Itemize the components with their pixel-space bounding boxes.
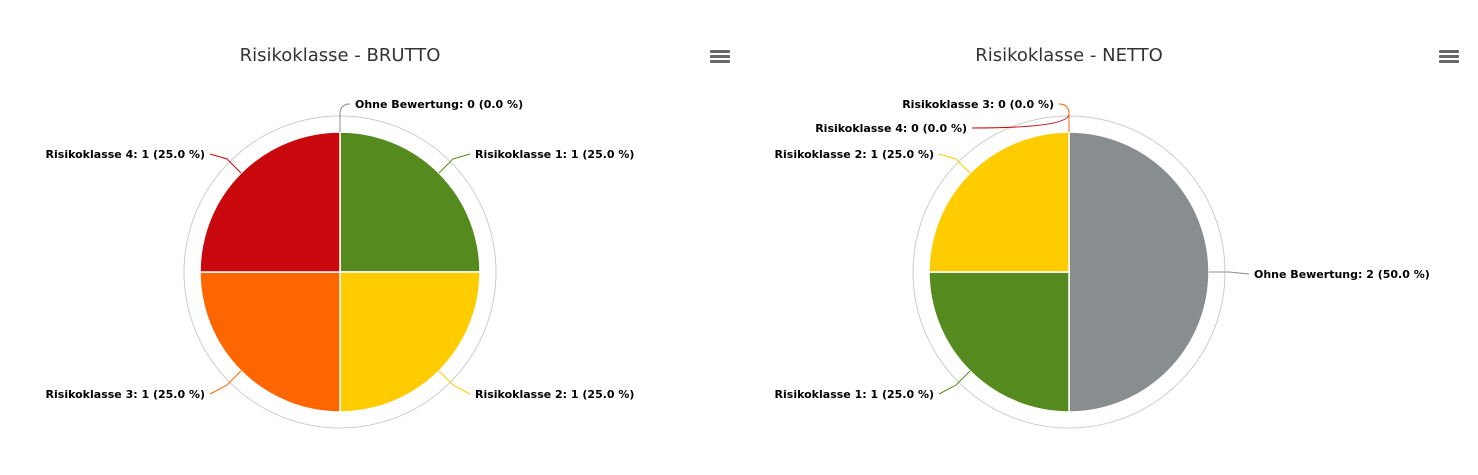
pie-slice-risikoklasse-4[interactable] <box>199 131 341 273</box>
data-label-risikoklasse-1: Risikoklasse 1: 1 (25.0 %) <box>475 148 634 161</box>
pie-slice-risikoklasse-1[interactable] <box>928 271 1070 413</box>
data-label-risikoklasse-2: Risikoklasse 2: 1 (25.0 %) <box>775 148 934 161</box>
chart-brutto: Risikoklasse - BRUTTO Risikoklasse 1: 1 … <box>46 45 730 429</box>
connector-risikoklasse-3 <box>1058 103 1070 132</box>
hamburger-bar <box>1439 60 1459 63</box>
connector-risikoklasse-1 <box>438 153 471 174</box>
connector-risikoklasse-4 <box>209 153 242 174</box>
hamburger-menu-icon <box>710 50 730 53</box>
pie-slice-ohne-bewertung[interactable] <box>1068 131 1210 413</box>
chart-title: Risikoklasse - NETTO <box>975 45 1163 66</box>
chart-netto: Risikoklasse - NETTO Ohne Bewertung: 2 (… <box>729 0 1468 475</box>
chart-title: Risikoklasse - BRUTTO <box>240 45 441 66</box>
hamburger-bar <box>1439 55 1459 58</box>
data-label-risikoklasse-4: Risikoklasse 4: 1 (25.0 %) <box>46 148 205 161</box>
data-label-risikoklasse-4: Risikoklasse 4: 0 (0.0 %) <box>815 122 967 135</box>
pie-slice-risikoklasse-2[interactable] <box>339 271 481 413</box>
chart-netto-svg: Risikoklasse - NETTO Ohne Bewertung: 2 (… <box>775 45 1430 429</box>
pie-slices <box>199 131 481 413</box>
data-label-risikoklasse-3: Risikoklasse 3: 1 (25.0 %) <box>46 388 205 401</box>
data-labels: Ohne Bewertung: 2 (50.0 %) Risikoklasse 1… <box>775 98 1430 401</box>
connector-risikoklasse-1 <box>938 370 971 395</box>
connector-risikoklasse-2 <box>938 153 971 174</box>
connector-ohne-bewertung <box>1209 271 1250 275</box>
data-labels: Risikoklasse 1: 1 (25.0 %) Risikoklasse 2… <box>46 98 635 401</box>
data-label-risikoklasse-1: Risikoklasse 1: 1 (25.0 %) <box>775 388 934 401</box>
connector-risikoklasse-3 <box>209 370 242 395</box>
pie-slice-risikoklasse-1[interactable] <box>339 131 481 273</box>
hamburger-menu-icon <box>1439 50 1459 53</box>
label-connectors <box>938 103 1250 395</box>
pie-slice-risikoklasse-3[interactable] <box>199 271 341 413</box>
data-label-ohne-bewertung: Ohne Bewertung: 0 (0.0 %) <box>355 98 523 111</box>
chart-brutto-svg: Risikoklasse - BRUTTO Risikoklasse 1: 1 … <box>46 45 635 429</box>
hamburger-bar <box>710 55 730 58</box>
data-label-risikoklasse-2: Risikoklasse 2: 1 (25.0 %) <box>475 388 634 401</box>
pie-slice-risikoklasse-2[interactable] <box>928 131 1070 273</box>
connector-risikoklasse-2 <box>438 370 471 395</box>
label-connectors <box>209 103 471 395</box>
hamburger-bar <box>710 60 730 63</box>
data-label-ohne-bewertung: Ohne Bewertung: 2 (50.0 %) <box>1254 268 1430 281</box>
pie-slices <box>928 131 1210 413</box>
connector-ohne-bewertung <box>339 103 351 132</box>
chart-menu-button[interactable] <box>710 50 730 66</box>
chart-menu-button[interactable] <box>1439 50 1459 66</box>
data-label-risikoklasse-3: Risikoklasse 3: 0 (0.0 %) <box>902 98 1054 111</box>
